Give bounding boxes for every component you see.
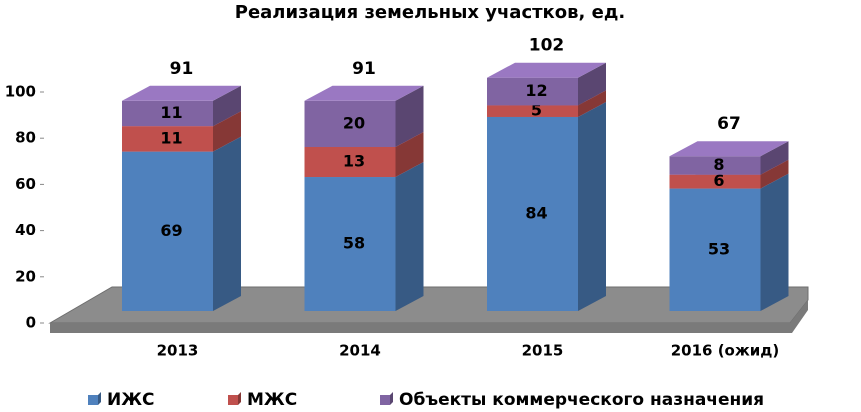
bar-side	[213, 136, 241, 311]
bar	[122, 100, 213, 127]
value-label: 11	[160, 103, 182, 122]
bar-side	[395, 85, 424, 147]
y-tick-label: 60	[15, 175, 36, 193]
value-label: 13	[343, 152, 365, 171]
bar	[669, 188, 761, 311]
y-tick-label: 0	[26, 314, 36, 332]
x-tick-label: 2016 (ожид)	[671, 342, 780, 360]
bar	[669, 174, 761, 189]
legend-swatch	[228, 395, 238, 405]
bar	[487, 77, 578, 106]
value-label: 5	[531, 101, 542, 120]
bar	[487, 105, 578, 117]
value-label: 53	[708, 239, 730, 258]
legend-swatch	[380, 395, 390, 405]
bar-top	[304, 85, 424, 101]
legend-label: Объекты коммерческого назначения	[399, 390, 764, 410]
y-tick-label: 80	[15, 129, 36, 147]
bar-side	[760, 159, 789, 189]
bar-top	[669, 141, 789, 157]
bar	[122, 126, 213, 152]
bar	[487, 116, 578, 312]
value-label: 6	[713, 171, 724, 190]
floor-edge	[50, 300, 808, 333]
bar-side	[578, 62, 606, 106]
bar-top	[487, 62, 606, 78]
bar	[304, 177, 396, 311]
total-label: 91	[170, 59, 194, 79]
y-tick-label: 40	[15, 221, 36, 239]
total-label: 102	[529, 36, 565, 56]
bar-side	[395, 162, 424, 311]
bar-side	[760, 141, 789, 175]
value-label: 84	[525, 203, 547, 222]
x-tick-label: 2014	[339, 342, 381, 360]
bar-side	[213, 85, 241, 127]
value-label: 8	[713, 155, 724, 174]
total-label: 91	[352, 59, 376, 79]
chart-title: Реализация земельных участков, ед.	[235, 2, 625, 23]
bar	[304, 100, 396, 147]
legend-label: ИЖС	[107, 390, 155, 410]
total-label: 67	[717, 114, 741, 134]
x-tick-label: 2013	[157, 342, 199, 360]
value-label: 12	[525, 81, 547, 100]
legend-swatch-side	[390, 392, 393, 405]
value-label: 58	[343, 234, 365, 253]
bar-side	[395, 131, 424, 178]
legend-swatch-side	[98, 392, 101, 405]
bar	[304, 146, 396, 178]
bar-side	[578, 90, 606, 117]
legend-swatch	[88, 395, 98, 405]
legend-swatch-side	[238, 392, 241, 405]
value-label: 11	[160, 128, 182, 147]
bar-top	[122, 85, 241, 101]
value-label: 20	[343, 113, 365, 132]
x-tick-label: 2015	[522, 342, 564, 360]
bar-side	[760, 173, 789, 311]
bar-side	[213, 111, 241, 152]
y-tick-label: 100	[5, 83, 36, 101]
bar	[669, 156, 761, 175]
value-label: 69	[160, 221, 182, 240]
bar-side	[578, 101, 606, 312]
bar	[122, 151, 213, 311]
legend-label: МЖС	[247, 390, 297, 410]
y-tick-label: 20	[15, 267, 36, 285]
